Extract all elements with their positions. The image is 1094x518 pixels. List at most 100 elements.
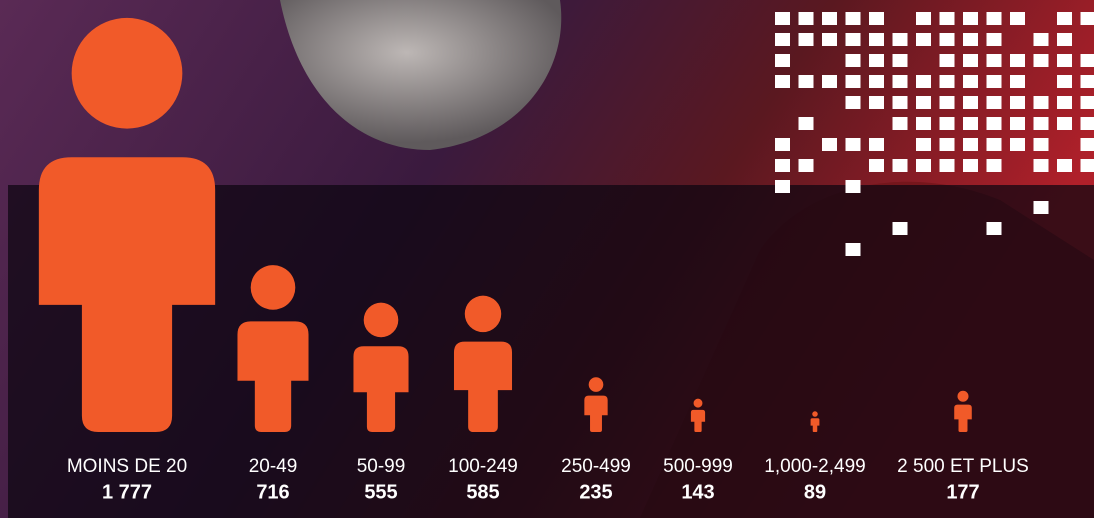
pixel-square [846,33,861,46]
value-label: 143 [681,481,714,503]
pixel-square [987,75,1002,88]
pixel-square [1057,117,1072,130]
value-label: 555 [364,481,397,503]
pixel-square [1057,12,1072,25]
pixel-square [1081,117,1094,130]
value-label: 1 777 [102,481,152,503]
pixel-square [822,138,837,151]
pixel-square [846,180,861,193]
pixel-square [963,159,978,172]
pixel-square [987,33,1002,46]
pixel-square [846,75,861,88]
pixel-square [893,117,908,130]
pixel-square [775,180,790,193]
pixel-square [822,12,837,25]
pixel-square [799,33,814,46]
pixel-square [775,75,790,88]
pixel-square [775,33,790,46]
pixel-square [1010,138,1025,151]
pixel-square [916,138,931,151]
pixel-square [1034,138,1049,151]
pixel-square [940,96,955,109]
pixel-square [893,33,908,46]
pixel-square [893,159,908,172]
pixel-square [1081,12,1094,25]
pixel-square [1034,96,1049,109]
pixel-square [1010,12,1025,25]
pixel-square [1034,117,1049,130]
pixel-square [1057,159,1072,172]
pixel-square [1034,201,1049,214]
pixel-square [916,117,931,130]
pixel-square [963,54,978,67]
value-label: 235 [579,481,612,503]
pixel-square [1010,54,1025,67]
pixel-square [1081,54,1094,67]
category-label: 2 500 ET PLUS [897,456,1029,477]
pixel-square [846,54,861,67]
category-label: MOINS DE 20 [67,456,187,477]
value-label: 89 [804,481,826,503]
pixel-square [822,33,837,46]
pixel-square [893,96,908,109]
pixel-square [893,75,908,88]
pixel-square [775,138,790,151]
value-label: 716 [256,481,289,503]
pixel-square [1010,75,1025,88]
category-label: 50-99 [357,456,406,477]
pixel-square [799,75,814,88]
pixel-square [869,96,884,109]
category-label: 1,000-2,499 [764,456,865,477]
pixel-square [1081,138,1094,151]
pixel-square [963,12,978,25]
pixel-square [846,12,861,25]
pixel-square [940,12,955,25]
pixel-square [963,75,978,88]
pixel-square [869,54,884,67]
pixel-square [799,159,814,172]
pixel-square [916,75,931,88]
pixel-square [1057,33,1072,46]
pixel-square [822,75,837,88]
infographic: MOINS DE 20 1 777 20-49 716 50-99 555 100-249 5… [0,0,1094,518]
pixel-square [869,138,884,151]
pixel-square [846,243,861,256]
pixel-square [963,33,978,46]
pixel-square [1057,75,1072,88]
pixel-square [893,222,908,235]
pixel-square [775,54,790,67]
pixel-square [1010,117,1025,130]
pixel-square [987,12,1002,25]
pixel-square [1057,96,1072,109]
pixel-square [940,33,955,46]
category-label: 100-249 [448,456,518,477]
category-label: 250-499 [561,456,631,477]
pixel-square [775,159,790,172]
pixel-square [940,138,955,151]
pixel-square [963,138,978,151]
value-label: 585 [466,481,499,503]
category-label: 20-49 [249,456,298,477]
pixel-square [846,138,861,151]
pixel-square [963,96,978,109]
pixel-square [940,54,955,67]
pixel-square [1034,33,1049,46]
pixel-square [987,222,1002,235]
pixel-square [799,12,814,25]
pixel-square [940,75,955,88]
pixel-square [869,33,884,46]
pixel-square [1010,96,1025,109]
pixel-square [940,159,955,172]
pixel-square [916,159,931,172]
value-label: 177 [946,481,979,503]
pixel-square [1034,159,1049,172]
category-label: 500-999 [663,456,733,477]
pixel-square [916,96,931,109]
pixel-square [916,12,931,25]
pixel-square [1034,54,1049,67]
pixel-square [846,96,861,109]
pixel-square [987,159,1002,172]
pixel-square [869,12,884,25]
pixel-square [893,54,908,67]
pixel-square [987,117,1002,130]
